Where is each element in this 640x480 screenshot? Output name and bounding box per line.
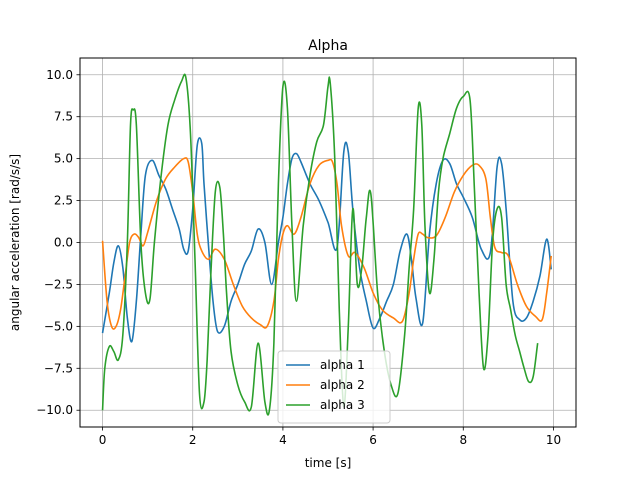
y-tick-label: 0.0 (54, 236, 73, 250)
y-tick-label: −7.5 (44, 361, 73, 375)
series-layer (101, 73, 552, 416)
y-tick-label: 5.0 (54, 152, 73, 166)
y-axis-label: angular acceleration [rad/s/s] (8, 154, 22, 331)
legend-entry-label: alpha 2 (320, 378, 365, 392)
ticks: 0 2 4 6 8 10 −10.0 −7.5 −5.0 −2.5 0.0 2.5 5.0 7.5 10.0 (36, 68, 561, 447)
series-line-alpha-1 (101, 137, 552, 343)
x-tick-label: 4 (279, 433, 287, 447)
x-tick-label: 0 (99, 433, 107, 447)
x-tick-label: 2 (189, 433, 197, 447)
legend: alpha 1 alpha 2 alpha 3 (277, 350, 391, 424)
y-tick-label: 10.0 (46, 68, 73, 82)
x-tick-label: 6 (369, 433, 377, 447)
y-tick-label: −5.0 (44, 319, 73, 333)
y-tick-label: 2.5 (54, 194, 73, 208)
legend-entry-label: alpha 3 (320, 398, 365, 412)
y-tick-label: −2.5 (44, 277, 73, 291)
series-line-alpha-3 (101, 73, 539, 416)
x-tick-label: 8 (459, 433, 467, 447)
series-line-alpha-2 (101, 157, 552, 330)
y-tick-label: 7.5 (54, 110, 73, 124)
x-tick-label: 10 (546, 433, 561, 447)
x-axis-label: time [s] (305, 456, 352, 470)
y-tick-label: −10.0 (36, 403, 73, 417)
chart-title: Alpha (308, 38, 348, 54)
legend-entry-label: alpha 1 (320, 358, 365, 372)
